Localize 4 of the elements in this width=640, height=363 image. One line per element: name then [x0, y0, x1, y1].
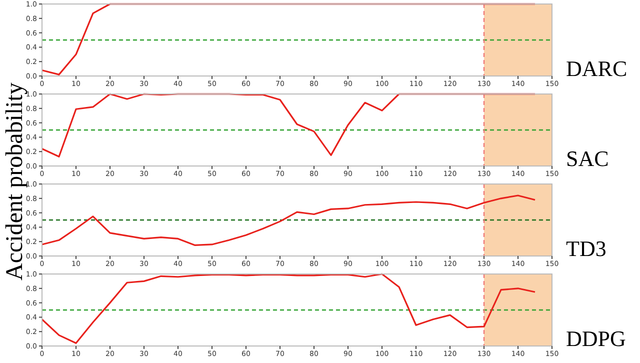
text: SAC: [566, 146, 609, 171]
text: DARC: [566, 56, 628, 81]
text: DDPG: [566, 326, 626, 351]
text: TD3: [566, 236, 606, 261]
